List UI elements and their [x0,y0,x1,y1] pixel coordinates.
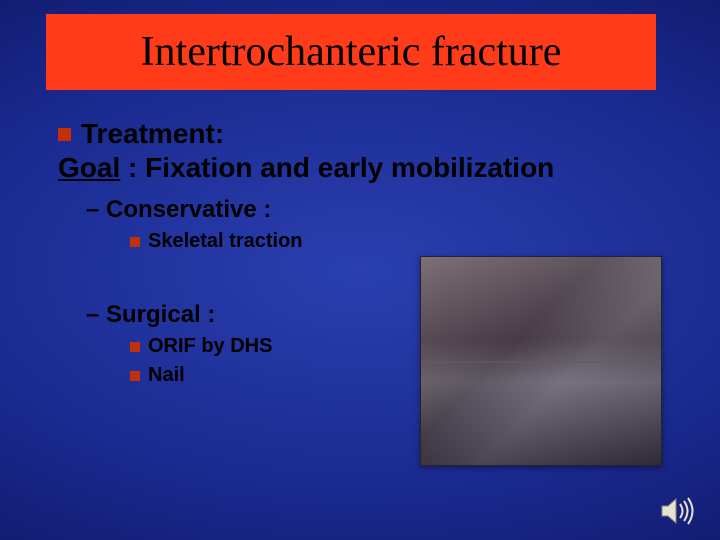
goal-text: : Fixation and early mobilization [120,152,554,183]
slide-title: Intertrochanteric fracture [141,28,562,76]
treatment-row: Treatment: [58,118,680,150]
conservative-item-0: Skeletal traction [148,230,303,253]
goal-label: Goal [58,152,120,183]
speaker-icon[interactable] [660,496,696,526]
square-bullet-icon [130,342,140,352]
list-item: Skeletal traction [130,230,680,253]
square-bullet-icon [130,371,140,381]
surgical-item-1: Nail [148,364,185,387]
square-bullet-icon [58,128,71,141]
goal-row: Goal : Fixation and early mobilization [58,152,680,184]
surgical-item-0: ORIF by DHS [148,335,272,358]
square-bullet-icon [130,237,140,247]
conservative-heading: – Conservative : [86,196,680,224]
title-box: Intertrochanteric fracture [46,14,656,90]
slide: Intertrochanteric fracture Treatment: Go… [0,0,720,540]
traction-photo [420,256,662,466]
treatment-label: Treatment: [81,118,224,150]
